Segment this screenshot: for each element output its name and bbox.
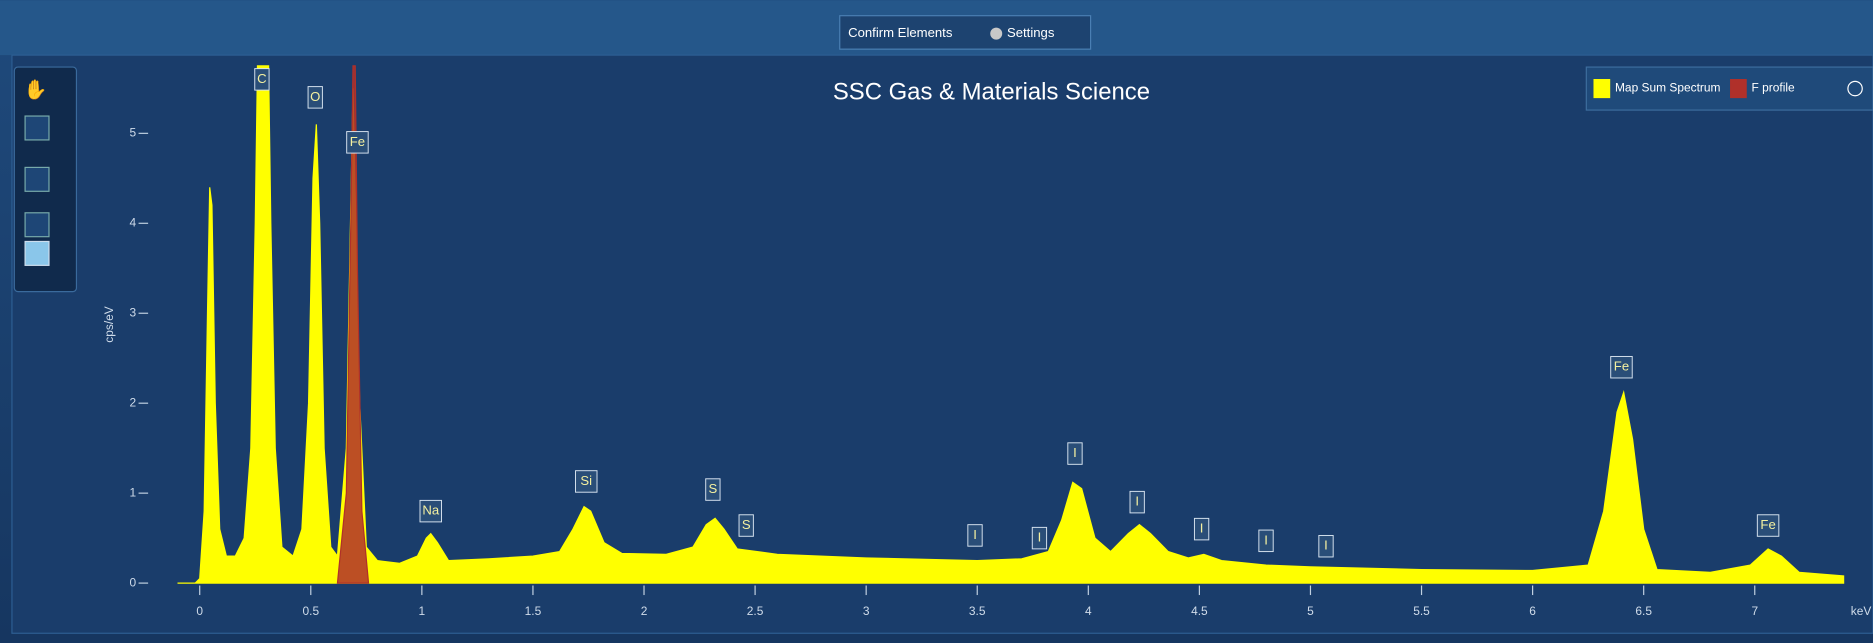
peak-label: Fe	[1760, 517, 1775, 532]
x-tick-label: 1	[419, 604, 426, 618]
peak-label-box	[254, 68, 270, 91]
peak-label-box	[1318, 534, 1334, 558]
legend-toggle[interactable]	[1847, 80, 1863, 97]
peak-label-box	[705, 478, 721, 501]
toolbar-box	[839, 15, 1092, 50]
x-tick-label: 3	[863, 604, 870, 618]
help-tool[interactable]	[24, 240, 50, 266]
x-tick-label: 0	[196, 604, 203, 618]
y-axis-label: cps/eV	[102, 306, 116, 343]
peak-label-box	[419, 499, 442, 523]
x-tick-label: 5	[1307, 604, 1314, 618]
peak-label-box	[575, 470, 598, 493]
legend-swatch	[1593, 79, 1611, 99]
x-axis-label: keV	[1851, 604, 1872, 618]
peak-label-box	[307, 86, 323, 109]
peak-label: I	[1324, 538, 1328, 553]
spectrum-area	[336, 65, 370, 584]
y-tick-label: 2	[130, 395, 137, 409]
peak-label: I	[1038, 530, 1042, 545]
peak-label-box	[1067, 442, 1083, 465]
x-tick-label: 6	[1529, 604, 1536, 618]
peak-label-box	[967, 524, 983, 547]
x-tick-label: 2	[641, 604, 648, 618]
legend-label: Map Sum Spectrum	[1615, 81, 1721, 95]
peak-label-box	[1129, 490, 1145, 514]
x-tick-label: 6.5	[1635, 604, 1652, 618]
legend-label: F profile	[1752, 81, 1795, 95]
peak-label: Si	[580, 473, 592, 488]
x-tick-label: 4	[1085, 604, 1092, 618]
settings-icon	[990, 27, 1003, 40]
peak-label: I	[1073, 445, 1077, 460]
peak-tool[interactable]	[24, 115, 50, 141]
info-tool[interactable]	[24, 212, 50, 238]
legend-swatch	[1730, 79, 1747, 99]
legend-box	[1585, 66, 1873, 111]
peak-label: S	[708, 481, 717, 496]
peak-label-box	[738, 514, 754, 537]
x-tick-label: 3.5	[969, 604, 986, 618]
x-tick-label: 5.5	[1413, 604, 1430, 618]
peak-label: O	[310, 89, 320, 104]
peak-label: I	[1264, 532, 1268, 547]
x-tick-label: 7	[1751, 604, 1758, 618]
x-tick-label: 4.5	[1191, 604, 1208, 618]
peak-label-box	[1258, 529, 1274, 553]
y-tick-label: 5	[130, 125, 137, 139]
confirm-elements-button[interactable]: Confirm Elements	[848, 25, 953, 40]
settings-button[interactable]: Settings	[1007, 25, 1055, 40]
text-tool[interactable]	[24, 166, 50, 192]
peak-label: I	[973, 527, 977, 542]
peak-label: Fe	[1614, 359, 1629, 374]
x-tick-label: 2.5	[747, 604, 764, 618]
peak-label: Fe	[350, 134, 365, 149]
peak-label-box	[346, 131, 369, 154]
peak-label-box	[1193, 517, 1210, 541]
y-tick-label: 0	[130, 575, 137, 589]
y-tick-label: 1	[130, 485, 137, 499]
peak-label-box	[1031, 526, 1048, 550]
y-tick-label: 4	[130, 215, 137, 229]
x-tick-label: 0.5	[302, 604, 319, 618]
peak-label: I	[1200, 521, 1204, 536]
peak-label-box	[1756, 514, 1780, 537]
chart-title: SSC Gas & Materials Science	[833, 79, 1150, 106]
y-tick-label: 3	[130, 305, 137, 319]
pan-tool[interactable]: ✋	[24, 78, 48, 101]
peak-label-box	[1610, 355, 1633, 379]
peak-label: C	[257, 71, 266, 86]
peak-label: Na	[422, 503, 439, 518]
peak-label: S	[742, 517, 751, 532]
peak-label: I	[1135, 494, 1139, 509]
x-tick-label: 1.5	[525, 604, 542, 618]
